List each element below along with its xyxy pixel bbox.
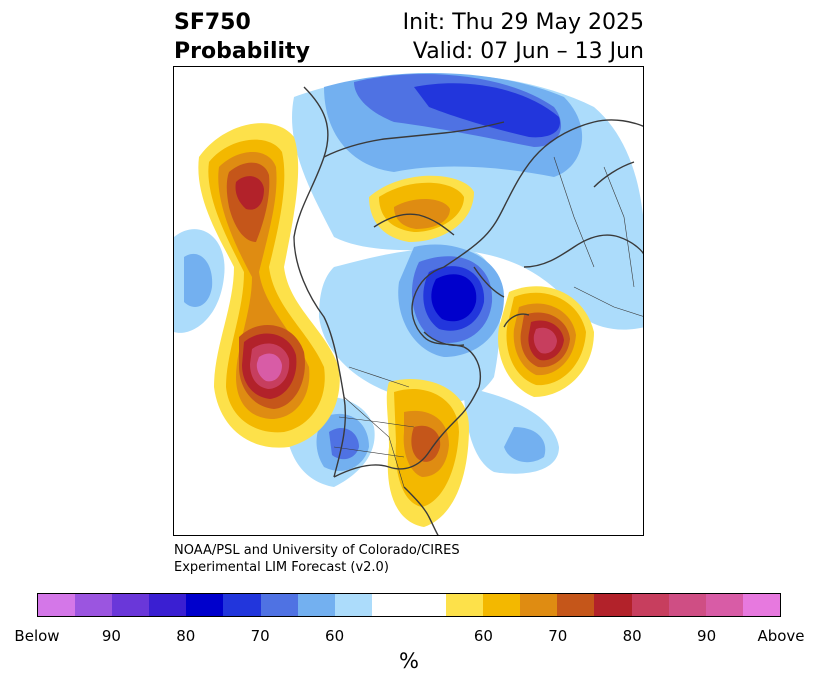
colorbar-swatch [260, 594, 298, 616]
colorbar-swatch [594, 594, 632, 616]
colorbar-tick-label: Below [14, 627, 60, 645]
colorbar-swatch [408, 594, 447, 616]
colorbar-swatch [557, 594, 595, 616]
colorbar-tick-label: Above [757, 627, 805, 645]
colorbar-swatch [149, 594, 187, 616]
colorbar-swatch [483, 594, 521, 616]
init-date: Init: Thu 29 May 2025 [402, 10, 644, 35]
colorbar-swatch [631, 594, 669, 616]
valid-date: Valid: 07 Jun – 13 Jun [412, 39, 644, 64]
map-canvas [174, 73, 643, 535]
colorbar-swatch [297, 594, 335, 616]
probability-map [173, 66, 644, 536]
colorbar-swatch [742, 594, 780, 616]
colorbar-swatch [223, 594, 261, 616]
colorbar-tick-label: 60 [473, 627, 493, 645]
colorbar-swatch [186, 594, 224, 616]
colorbar-swatch [705, 594, 743, 616]
colorbar-tick-label: 90 [101, 627, 121, 645]
colorbar-tick-label: 70 [548, 627, 568, 645]
colorbar-swatch [38, 594, 76, 616]
below-normal-core [431, 274, 477, 322]
title-line-1: SF750 [174, 10, 251, 35]
colorbar-tick-label: 80 [622, 627, 642, 645]
credit-line-1: NOAA/PSL and University of Colorado/CIRE… [174, 543, 460, 558]
colorbar-tick-label: 70 [250, 627, 270, 645]
colorbar-swatch [371, 594, 409, 616]
colorbar-swatch [668, 594, 706, 616]
coastlines [293, 86, 643, 535]
colorbar-swatch [112, 594, 150, 616]
colorbar-swatch [446, 594, 484, 616]
above-normal-core [256, 353, 282, 382]
colorbar-swatch [75, 594, 113, 616]
colorbar-swatch [334, 594, 372, 616]
probability-colorbar [37, 593, 781, 617]
map-credit: NOAA/PSL and University of Colorado/CIRE… [174, 542, 460, 576]
colorbar-tick-label: 80 [176, 627, 196, 645]
colorbar-swatch [520, 594, 558, 616]
credit-line-2: Experimental LIM Forecast (v2.0) [174, 560, 389, 575]
colorbar-tick-label: 60 [325, 627, 345, 645]
colorbar-unit-label: % [399, 649, 419, 673]
colorbar-tick-label: 90 [697, 627, 717, 645]
forecast-dates: Init: Thu 29 May 2025 Valid: 07 Jun – 13… [403, 8, 644, 66]
borders [333, 156, 643, 488]
title-line-2: Probability [174, 39, 310, 64]
map-title: SF750 Probability [174, 8, 310, 66]
